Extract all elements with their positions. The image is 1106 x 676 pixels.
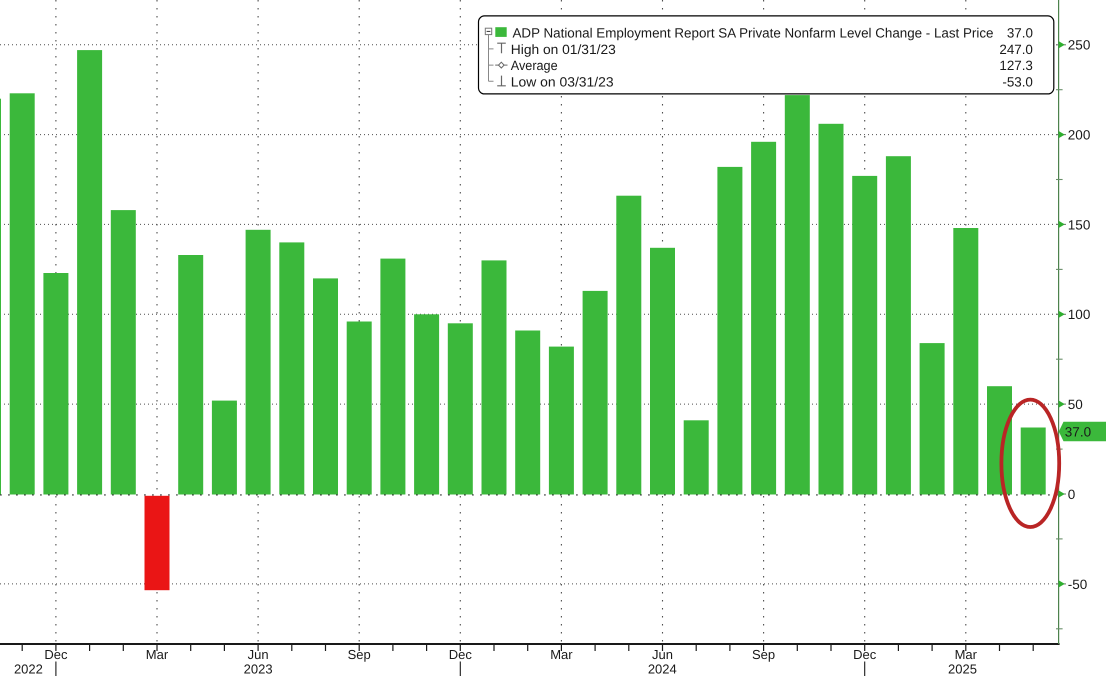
svg-text:Dec: Dec xyxy=(44,647,68,662)
svg-text:Low on 03/31/23: Low on 03/31/23 xyxy=(511,74,614,89)
svg-text:2023: 2023 xyxy=(244,662,273,676)
svg-text:127.3: 127.3 xyxy=(999,58,1033,73)
svg-text:Jun: Jun xyxy=(652,647,673,662)
svg-text:Average: Average xyxy=(511,58,558,73)
svg-text:37.0: 37.0 xyxy=(1065,424,1091,439)
svg-text:Jun: Jun xyxy=(248,647,269,662)
svg-text:Dec: Dec xyxy=(853,647,877,662)
svg-text:High on 01/31/23: High on 01/31/23 xyxy=(511,42,616,57)
svg-text:Sep: Sep xyxy=(348,647,371,662)
svg-text:-50: -50 xyxy=(1068,577,1088,592)
svg-text:2022: 2022 xyxy=(14,662,43,676)
svg-text:-53.0: -53.0 xyxy=(1002,74,1033,89)
svg-text:Mar: Mar xyxy=(146,647,169,662)
svg-text:Dec: Dec xyxy=(449,647,473,662)
svg-text:Mar: Mar xyxy=(550,647,573,662)
svg-text:250: 250 xyxy=(1068,38,1091,53)
svg-text:ADP National Employment Report: ADP National Employment Report SA Privat… xyxy=(513,26,994,41)
svg-text:150: 150 xyxy=(1068,217,1091,232)
svg-text:2024: 2024 xyxy=(648,662,677,676)
svg-text:247.0: 247.0 xyxy=(999,42,1033,57)
svg-text:50: 50 xyxy=(1068,397,1083,412)
svg-text:0: 0 xyxy=(1068,487,1076,502)
svg-text:2025: 2025 xyxy=(948,662,977,676)
svg-text:100: 100 xyxy=(1068,307,1091,322)
svg-text:Sep: Sep xyxy=(752,647,775,662)
svg-text:Mar: Mar xyxy=(955,647,978,662)
svg-text:37.0: 37.0 xyxy=(1007,26,1033,41)
svg-text:200: 200 xyxy=(1068,128,1091,143)
